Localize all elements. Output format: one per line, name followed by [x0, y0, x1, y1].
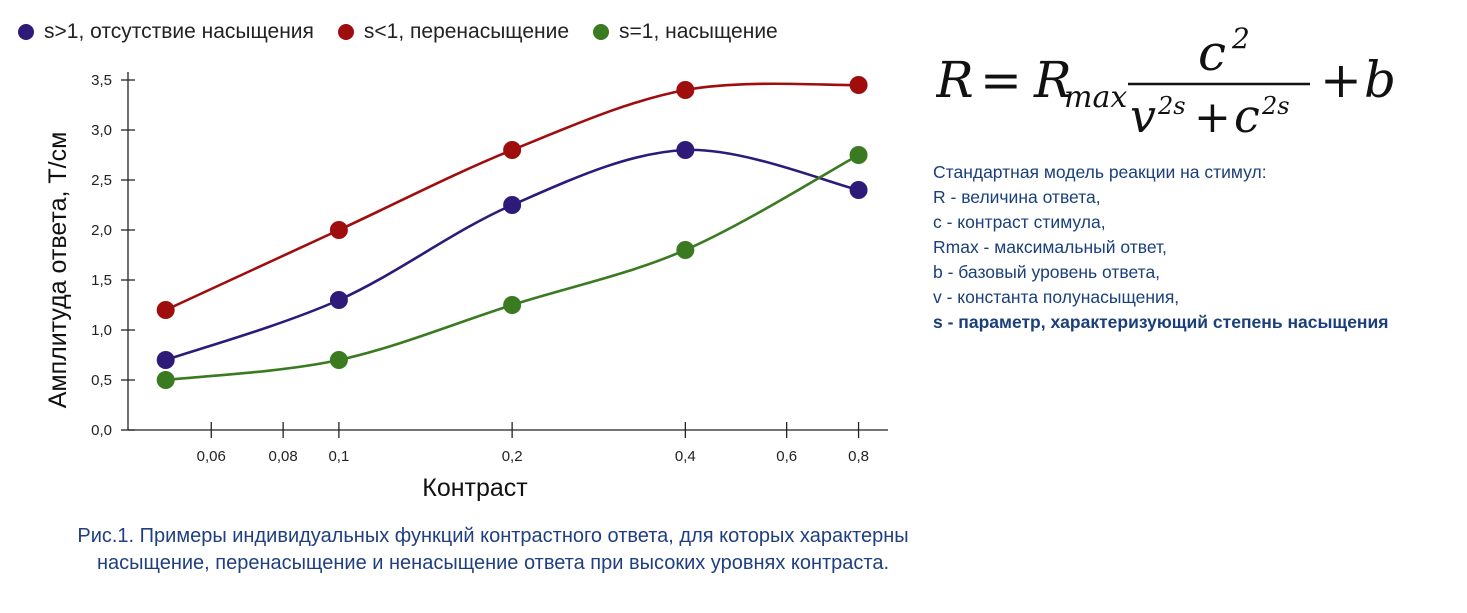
data-point-series-2 [849, 146, 868, 164]
description-line: R - величина ответа, [933, 187, 1101, 207]
description-line: Rmax - максимальный ответ, [933, 237, 1167, 257]
legend-item-s-greater-1: s>1, отсутствие насыщения [18, 20, 314, 44]
model-description: Стандартная модель реакции на стимул: R … [933, 160, 1388, 335]
formula-den-c-exp: 2s [1261, 92, 1290, 120]
data-point-series-2 [676, 241, 695, 259]
y-tick-label: 3,0 [91, 122, 112, 139]
x-tick-label: 0,1 [328, 448, 349, 465]
formula-numerator-exp: 2 [1231, 22, 1250, 55]
formula-rmax-sub: max [1064, 80, 1127, 115]
formula-den-plus: + [1194, 92, 1231, 143]
x-axis-label: Контраст [422, 474, 528, 502]
legend-label: s<1, перенасыщение [363, 20, 570, 43]
data-point-series-0 [849, 181, 868, 199]
chart: 0,0 0,5 1,0 1,5 2,0 2,5 3,0 3,5 0,06 0,08 0,1 0,2 0,… [44, 72, 888, 502]
x-tick-label: 0,06 [197, 448, 226, 465]
formula: R = R max c 2 v 2s + c 2s + b [936, 22, 1396, 143]
y-tick-label: 0,5 [91, 372, 112, 389]
description-bold-line: s - параметр, характеризующий степень на… [933, 312, 1389, 332]
formula-rmax: R [1033, 51, 1072, 109]
legend-item-s-less-1: s<1, перенасыщение [337, 20, 570, 44]
formula-den-c: c [1234, 89, 1260, 143]
series-line-0 [165, 148, 859, 362]
y-tick-label: 2,5 [91, 172, 112, 189]
x-tick-label: 0,08 [269, 448, 298, 465]
x-tick-label: 0,6 [776, 448, 797, 465]
data-point-series-1 [849, 76, 868, 94]
data-point-series-1 [676, 81, 695, 99]
legend-label: s=1, насыщение [619, 20, 778, 43]
y-axis-label: Амплитуда ответа, Т/см [44, 132, 72, 409]
legend: s>1, отсутствие насыщения s<1, перенасыщ… [18, 20, 778, 44]
data-point-series-1 [503, 141, 522, 159]
formula-den-v: v [1130, 89, 1156, 143]
x-tick-label: 0,4 [675, 448, 696, 465]
legend-dot-icon [18, 24, 34, 40]
legend-dot-icon [593, 24, 610, 40]
y-tick-label: 1,5 [91, 272, 112, 289]
data-point-series-2 [329, 351, 348, 369]
figure-caption: Рис.1. Примеры индивидуальных функций ко… [77, 525, 909, 574]
data-point-series-0 [676, 141, 695, 159]
formula-lhs: R [936, 51, 974, 109]
x-tick-label: 0,2 [502, 448, 523, 465]
data-point-series-1 [156, 301, 175, 319]
legend-dot-icon [337, 24, 354, 40]
description-line: v - константа полунасыщения, [933, 287, 1180, 307]
y-tick-label: 3,5 [91, 72, 112, 89]
data-point-series-2 [503, 296, 522, 314]
data-point-series-0 [156, 351, 175, 369]
y-tick-label: 0,0 [91, 422, 112, 439]
y-tick-label: 1,0 [91, 322, 112, 339]
data-point-series-0 [329, 291, 348, 309]
data-point-series-2 [156, 371, 175, 389]
data-point-series-1 [329, 221, 348, 239]
formula-equals: = [980, 51, 1022, 109]
y-tick-label: 2,0 [91, 222, 112, 239]
formula-plus: + [1320, 51, 1362, 109]
formula-tail: b [1364, 51, 1396, 109]
formula-den-v-exp: 2s [1157, 92, 1186, 120]
legend-label: s>1, отсутствие насыщения [44, 20, 314, 43]
x-tick-label: 0,8 [848, 448, 869, 465]
formula-numerator: c [1198, 24, 1226, 82]
data-point-series-0 [503, 196, 522, 214]
description-heading: Стандартная модель реакции на стимул: [933, 162, 1267, 182]
description-line: c - контраст стимула, [933, 212, 1106, 232]
series-line-2 [165, 153, 860, 382]
description-line: b - базовый уровень ответа, [933, 262, 1161, 282]
legend-item-s-equal-1: s=1, насыщение [593, 20, 778, 44]
